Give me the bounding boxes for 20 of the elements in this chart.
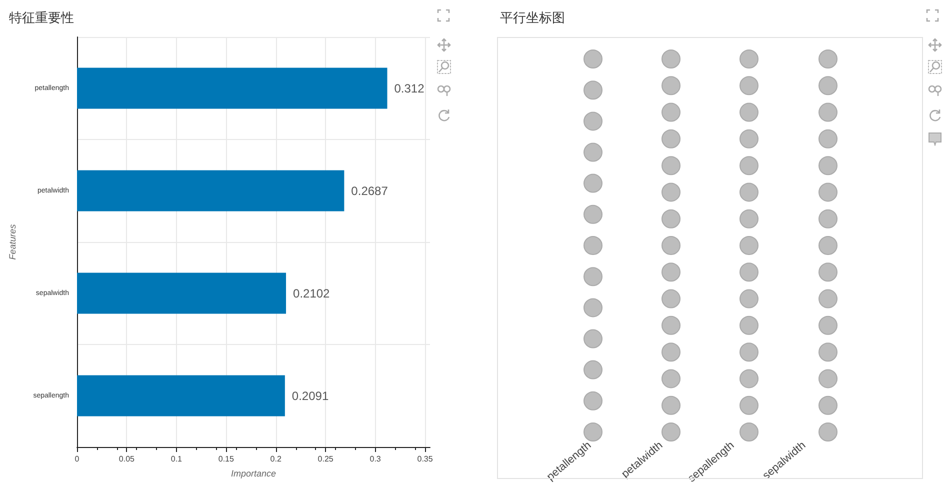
data-label: 0.2687: [351, 184, 388, 198]
x-tick-label: 0: [74, 454, 80, 464]
x-tick-label: 0.25: [318, 454, 334, 464]
x-tick-label: 0.15: [218, 454, 234, 464]
bar: [77, 272, 286, 314]
chart-title: 特征重要性: [9, 10, 74, 25]
data-label: 0.312: [394, 81, 425, 96]
x-tick-label: 0.1: [170, 454, 183, 464]
bar: [77, 68, 388, 109]
x-tick-label: 0.05: [118, 454, 136, 464]
x-tick-label: 0.2: [270, 454, 282, 464]
x-axis-title: Importance: [230, 468, 276, 478]
x-tick-label: 0.3: [370, 454, 382, 464]
data-label: 0.2102: [293, 286, 330, 300]
bar: [77, 170, 344, 212]
bar: [77, 375, 285, 416]
text: 平行坐标图: [500, 10, 565, 25]
x-tick-label: 0.35: [417, 454, 434, 464]
y-axis-title: Features: [8, 224, 18, 260]
data-label: 0.2091: [292, 388, 329, 403]
